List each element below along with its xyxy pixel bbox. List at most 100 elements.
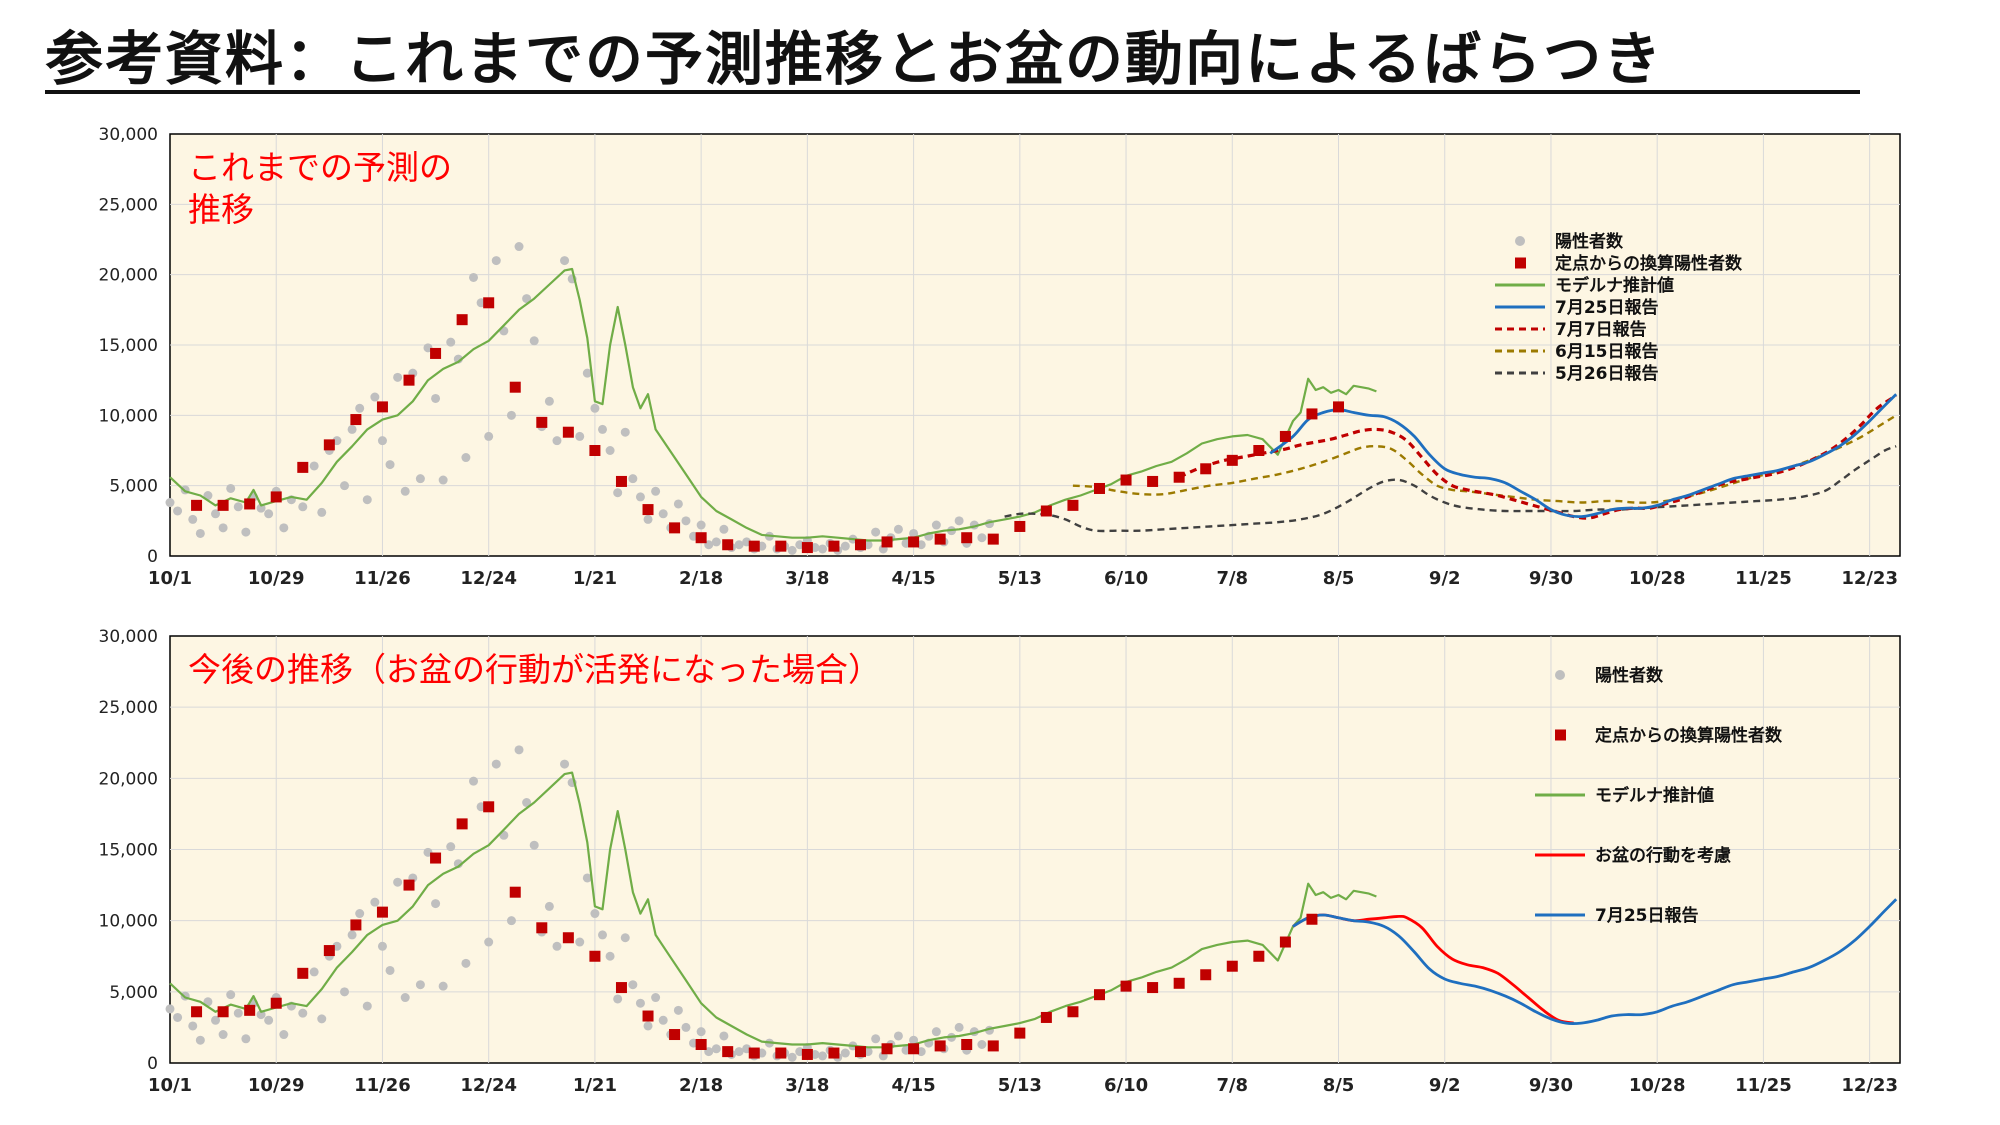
observed-point [385, 460, 395, 470]
y-tick-label: 10,000 [99, 912, 158, 932]
observed-point [211, 1015, 221, 1025]
sentinel-point [1226, 960, 1238, 972]
x-tick-label: 4/15 [892, 568, 936, 589]
sentinel-point [1093, 482, 1105, 494]
observed-point [582, 873, 592, 883]
observed-point [787, 545, 797, 555]
observed-point [340, 987, 350, 997]
observed-point [719, 524, 729, 534]
observed-point [529, 336, 539, 346]
sentinel-point [430, 347, 442, 359]
sentinel-point [270, 491, 282, 503]
sentinel-point [934, 1040, 946, 1052]
sentinel-point [509, 886, 521, 898]
observed-point [605, 951, 615, 961]
observed-point [514, 745, 524, 755]
sentinel-point [722, 539, 734, 551]
observed-point [696, 520, 706, 530]
observed-point [218, 523, 228, 533]
sentinel-point [1279, 430, 1291, 442]
forecast-history-chart: 0 5,000 10,000 15,000 20,000 25,000 30,000 10/1… [99, 125, 1901, 589]
sentinel-point [908, 536, 920, 548]
sentinel-point [669, 1029, 681, 1041]
sentinel-point [987, 533, 999, 545]
sentinel-point [483, 801, 495, 813]
observed-point [484, 431, 494, 441]
observed-point [165, 1004, 175, 1014]
sentinel-point [615, 982, 627, 994]
sentinel-point [536, 416, 548, 428]
observed-point [233, 502, 243, 512]
chart-annotation: 今後の推移（お盆の行動が活発になった場合） [188, 650, 881, 689]
x-tick-label: 10/1 [148, 1075, 192, 1096]
observed-point [362, 495, 372, 505]
observed-point [165, 498, 175, 508]
sentinel-point [376, 401, 388, 413]
series-line-r0725 [1269, 393, 1898, 519]
observed-point [840, 1048, 850, 1058]
sentinel-point [403, 879, 415, 891]
observed-point [195, 1035, 205, 1045]
sentinel-point [217, 1006, 229, 1018]
y-tick-label: 30,000 [99, 125, 158, 145]
x-tick-label: 7/8 [1216, 1075, 1248, 1096]
observed-point [279, 1030, 289, 1040]
sentinel-point [323, 945, 335, 957]
sentinel-point [1014, 1027, 1026, 1039]
observed-point [711, 1044, 721, 1054]
x-tick-label: 5/13 [998, 1075, 1042, 1096]
observed-point [211, 509, 221, 519]
sentinel-point [854, 539, 866, 551]
sentinel-point [934, 533, 946, 545]
observed-point [438, 981, 448, 991]
observed-point [484, 937, 494, 947]
legend-swatch-square [1555, 729, 1566, 741]
observed-point [256, 1010, 266, 1020]
sentinel-point [615, 475, 627, 487]
observed-point [628, 474, 638, 484]
y-tick-label: 15,000 [99, 336, 158, 356]
sentinel-point [589, 950, 601, 962]
observed-point [711, 537, 721, 547]
sentinel-point [1333, 401, 1345, 413]
observed-point [340, 481, 350, 491]
legend-label: 陽性者数 [1555, 231, 1624, 252]
sentinel-point [961, 532, 973, 544]
sentinel-point [1014, 520, 1026, 532]
x-tick-label: 1/21 [573, 568, 617, 589]
observed-point [218, 1030, 228, 1040]
sentinel-point [775, 1047, 787, 1059]
x-tick-label: 12/23 [1841, 568, 1898, 589]
observed-point [658, 509, 668, 519]
observed-point [719, 1031, 729, 1041]
sentinel-point [1093, 989, 1105, 1001]
sentinel-point [748, 540, 760, 552]
sentinel-point [801, 1048, 813, 1060]
observed-point [651, 993, 661, 1003]
sentinel-point [1067, 499, 1079, 511]
legend-label: 定点からの換算陽性者数 [1595, 725, 1783, 746]
y-tick-label: 10,000 [99, 406, 158, 426]
observed-point [977, 1039, 987, 1049]
observed-point [431, 899, 441, 909]
observed-point [506, 916, 516, 926]
sentinel-point [1040, 505, 1052, 517]
sentinel-point [669, 522, 681, 534]
y-tick-label: 0 [147, 1054, 158, 1074]
sentinel-point [1067, 1006, 1079, 1018]
legend-swatch-dot [1555, 670, 1565, 680]
observed-point [400, 486, 410, 496]
observed-point [195, 528, 205, 538]
chart-annotation: 推移 [188, 190, 254, 229]
observed-point [575, 431, 585, 441]
series-line-moderna [169, 771, 1377, 1049]
observed-point [871, 1034, 881, 1044]
observed-point [469, 272, 479, 282]
sentinel-point [270, 997, 282, 1009]
x-tick-label: 11/25 [1735, 568, 1792, 589]
observed-point [461, 453, 471, 463]
observed-point [355, 403, 365, 413]
observed-point [415, 474, 425, 484]
page-title: 参考資料：これまでの予測推移とお盆の動向によるばらつき [45, 25, 1664, 93]
legend-label: 陽性者数 [1595, 665, 1664, 686]
